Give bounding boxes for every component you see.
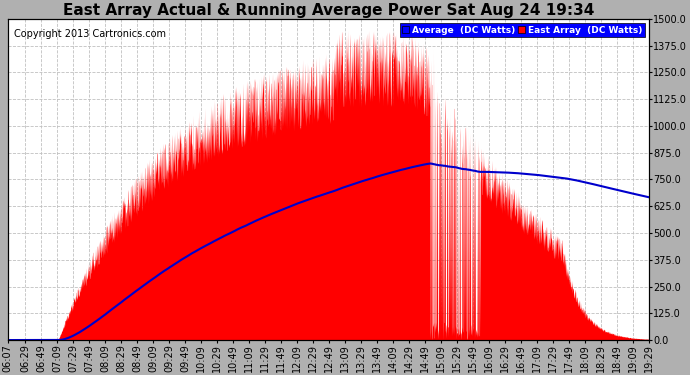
Title: East Array Actual & Running Average Power Sat Aug 24 19:34: East Array Actual & Running Average Powe… [63,3,594,18]
Legend: Average  (DC Watts), East Array  (DC Watts): Average (DC Watts), East Array (DC Watts… [400,24,644,37]
Text: Copyright 2013 Cartronics.com: Copyright 2013 Cartronics.com [14,28,166,39]
